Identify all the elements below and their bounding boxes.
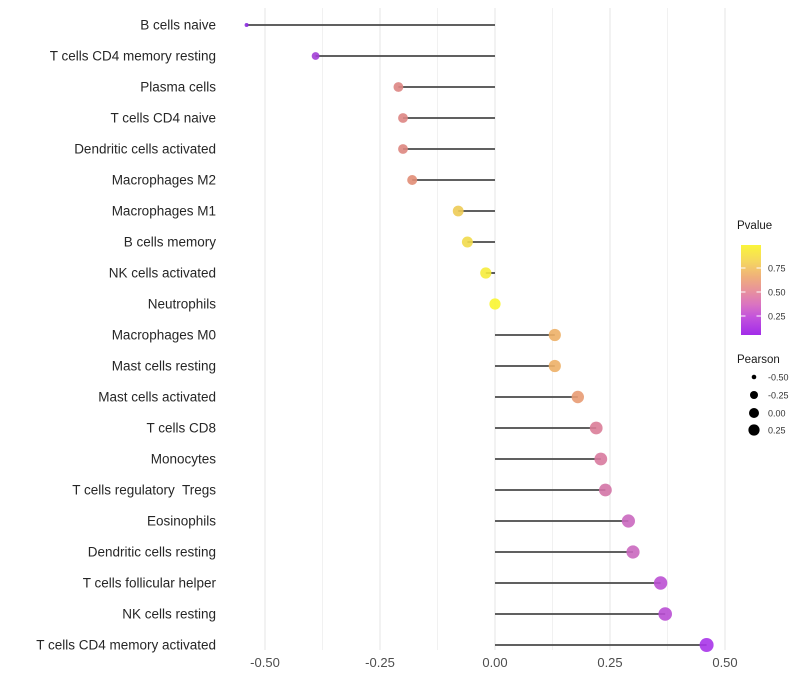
lollipop-stems bbox=[246, 24, 707, 646]
point bbox=[548, 328, 561, 342]
pearson-size-label: -0.25 bbox=[768, 391, 789, 401]
pearson-size-dot bbox=[748, 424, 760, 436]
category-label: T cells CD8 bbox=[146, 421, 216, 436]
category-label: T cells CD4 naive bbox=[110, 111, 216, 126]
point bbox=[480, 267, 492, 279]
point bbox=[653, 576, 668, 590]
category-label: Eosinophils bbox=[147, 514, 216, 529]
lollipop-points bbox=[244, 23, 714, 652]
pearson-size-label: 0.25 bbox=[768, 426, 786, 436]
category-label: Plasma cells bbox=[140, 80, 216, 95]
colorbar-tick-label: 0.50 bbox=[768, 288, 786, 298]
point bbox=[398, 144, 408, 154]
legend-pvalue: Pvalue 0.75 0.50 0.25 bbox=[737, 220, 786, 335]
category-label: NK cells resting bbox=[122, 607, 216, 622]
pearson-size-label: 0.00 bbox=[768, 409, 786, 419]
x-tick-label: 0.50 bbox=[712, 655, 737, 670]
point bbox=[311, 52, 320, 60]
point bbox=[461, 236, 473, 248]
category-label: Mast cells resting bbox=[112, 359, 216, 374]
category-label: Macrophages M1 bbox=[112, 204, 216, 219]
gridlines-minor bbox=[322, 8, 668, 650]
category-label: T cells regulatory Tregs bbox=[72, 483, 216, 498]
category-label: NK cells activated bbox=[109, 266, 216, 281]
x-tick-label: 0.25 bbox=[597, 655, 622, 670]
legend-pearson: Pearson -0.50 -0.25 0.00 0.25 bbox=[737, 354, 789, 436]
point bbox=[626, 545, 640, 559]
pearson-size-dot bbox=[751, 374, 757, 380]
point bbox=[452, 205, 464, 217]
category-label: T cells follicular helper bbox=[83, 576, 217, 591]
gridlines-major bbox=[264, 8, 726, 650]
category-label: Dendritic cells resting bbox=[88, 545, 216, 560]
point bbox=[398, 113, 408, 123]
category-label: Macrophages M2 bbox=[112, 173, 216, 188]
category-label: Macrophages M0 bbox=[112, 328, 216, 343]
point bbox=[489, 298, 501, 310]
pearson-size-label: -0.50 bbox=[768, 373, 789, 383]
category-label: B cells naive bbox=[140, 18, 216, 33]
point bbox=[699, 638, 714, 652]
pvalue-colorbar-ticks bbox=[741, 267, 761, 317]
x-tick-label: -0.50 bbox=[250, 655, 280, 670]
pearson-size-entries: -0.50 -0.25 0.00 0.25 bbox=[748, 373, 789, 436]
category-label: Mast cells activated bbox=[98, 390, 216, 405]
point bbox=[393, 82, 404, 92]
category-label: T cells CD4 memory resting bbox=[50, 49, 216, 64]
point bbox=[548, 359, 561, 373]
point bbox=[594, 452, 608, 466]
legend-pearson-title: Pearson bbox=[737, 354, 780, 366]
colorbar-tick-label: 0.75 bbox=[768, 264, 786, 274]
pearson-size-dot bbox=[750, 391, 758, 399]
point bbox=[621, 514, 636, 528]
point bbox=[244, 23, 249, 27]
pvalue-colorbar bbox=[741, 245, 761, 335]
point bbox=[599, 483, 612, 497]
category-label: B cells memory bbox=[124, 235, 217, 250]
category-label: Neutrophils bbox=[148, 297, 217, 312]
colorbar-tick-label: 0.25 bbox=[768, 312, 786, 322]
category-label: Dendritic cells activated bbox=[74, 142, 216, 157]
point bbox=[658, 607, 672, 621]
point bbox=[571, 390, 584, 404]
category-label: Monocytes bbox=[151, 452, 217, 467]
pvalue-colorbar-labels: 0.75 0.50 0.25 bbox=[768, 264, 786, 322]
y-axis-category-labels: B cells naive T cells CD4 memory resting P… bbox=[36, 18, 216, 653]
point bbox=[407, 175, 418, 185]
x-tick-label: 0.00 bbox=[482, 655, 507, 670]
x-axis-tick-labels: -0.50 -0.25 0.00 0.25 0.50 bbox=[250, 655, 737, 670]
point bbox=[589, 421, 603, 435]
legend-pvalue-title: Pvalue bbox=[737, 220, 772, 232]
category-label: T cells CD4 memory activated bbox=[36, 638, 216, 653]
pearson-size-dot bbox=[749, 408, 759, 418]
x-tick-label: -0.25 bbox=[365, 655, 395, 670]
